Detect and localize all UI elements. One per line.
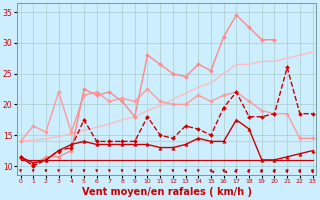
X-axis label: Vent moyen/en rafales ( km/h ): Vent moyen/en rafales ( km/h ) xyxy=(82,187,252,197)
